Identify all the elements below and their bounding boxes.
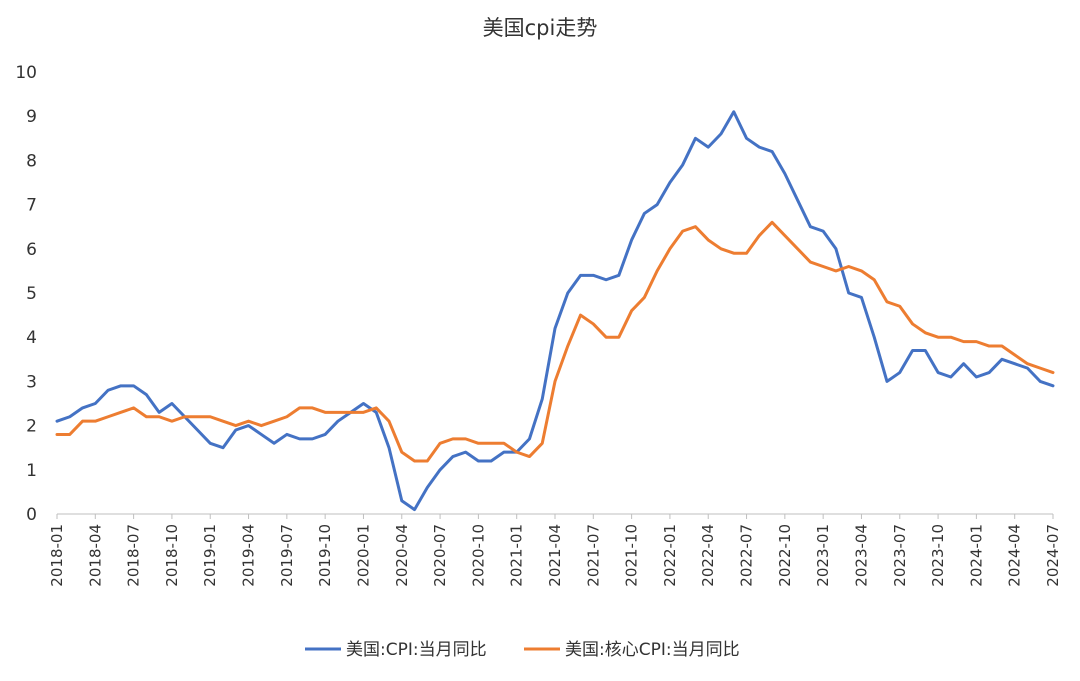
x-tick-label: 2024-07 <box>1044 524 1062 587</box>
y-axis-ticks: 0 1 2 3 4 5 6 7 8 9 10 <box>15 63 37 525</box>
legend-label-1: 美国:CPI:当月同比 <box>346 640 487 660</box>
x-tick-label: 2020-07 <box>431 524 449 587</box>
x-tick-label: 2023-07 <box>891 524 909 587</box>
legend: 美国:CPI:当月同比 美国:核心CPI:当月同比 <box>305 640 740 660</box>
series-lines <box>55 110 1055 512</box>
x-tick-label: 2020-01 <box>354 524 372 587</box>
series-line-2 <box>55 220 1055 463</box>
x-tick-label: 2024-04 <box>1006 524 1024 587</box>
series-line-1 <box>55 110 1055 512</box>
x-tick-label: 2020-04 <box>393 524 411 587</box>
x-tick-label: 2019-01 <box>201 524 219 587</box>
y-tick-label: 10 <box>15 63 37 83</box>
x-tick-label: 2018-07 <box>125 524 143 587</box>
x-tick-label: 2024-01 <box>967 524 985 587</box>
x-axis-ticks: 2018-01 2018-04 2018-07 2018-10 2019-01 2019-… <box>48 514 1062 587</box>
x-tick-label: 2023-04 <box>852 524 870 587</box>
y-tick-label: 3 <box>26 372 37 392</box>
x-tick-label: 2018-04 <box>86 524 104 587</box>
y-tick-label: 2 <box>26 417 37 437</box>
x-tick-label: 2021-07 <box>584 524 602 587</box>
y-tick-label: 8 <box>26 151 37 171</box>
y-tick-label: 0 <box>26 505 37 525</box>
x-tick-label: 2019-10 <box>316 524 334 587</box>
x-tick-label: 2022-10 <box>776 524 794 587</box>
x-tick-label: 2018-01 <box>48 524 66 587</box>
x-tick-label: 2020-10 <box>469 524 487 587</box>
legend-label-2: 美国:核心CPI:当月同比 <box>565 640 740 660</box>
x-tick-label: 2023-01 <box>814 524 832 587</box>
x-tick-label: 2021-01 <box>508 524 526 587</box>
y-tick-label: 6 <box>26 240 37 260</box>
x-tick-label: 2019-07 <box>278 524 296 587</box>
x-tick-label: 2022-04 <box>699 524 717 587</box>
x-tick-label: 2022-07 <box>738 524 756 587</box>
y-tick-label: 9 <box>26 107 37 127</box>
x-tick-label: 2023-10 <box>929 524 947 587</box>
x-tick-label: 2021-04 <box>546 524 564 587</box>
x-tick-label: 2022-01 <box>661 524 679 587</box>
x-tick-label: 2021-10 <box>623 524 641 587</box>
chart-title: 美国cpi走势 <box>483 16 598 40</box>
x-tick-label: 2019-04 <box>240 524 258 587</box>
x-tick-label: 2018-10 <box>163 524 181 587</box>
y-tick-label: 1 <box>26 461 37 481</box>
y-tick-label: 4 <box>26 328 37 348</box>
y-tick-label: 7 <box>26 196 37 216</box>
y-tick-label: 5 <box>26 284 37 304</box>
